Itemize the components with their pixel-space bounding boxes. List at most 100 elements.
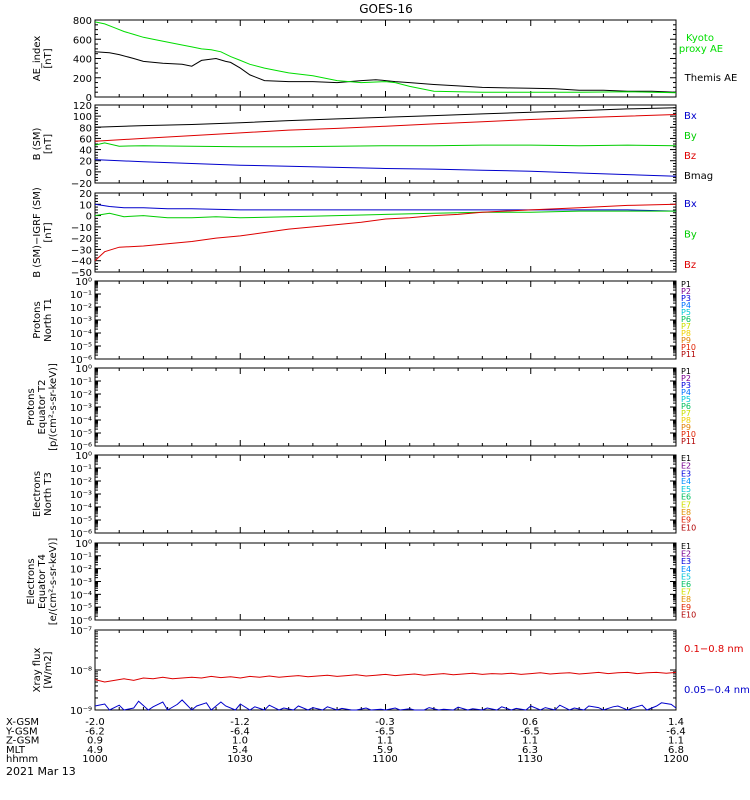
y-tick-label: 10⁰ (75, 277, 92, 288)
y-axis-label: [p/(cm²-s-sr-keV)] (48, 363, 59, 451)
legend-entry: E4 (681, 477, 691, 486)
ephemeris-value: 1.1 (522, 736, 538, 747)
y-tick-label: 10⁻⁷ (70, 626, 92, 637)
panel-frame (94, 104, 677, 184)
y-tick-label: 10⁻⁹ (70, 706, 92, 717)
legend-entry: Bx (684, 111, 697, 122)
legend-entry: Kyoto (686, 33, 714, 44)
y-tick-label: 400 (73, 55, 92, 66)
ephemeris-label: MLT (6, 745, 26, 756)
y-tick-label: −50 (71, 268, 92, 279)
legend-entry: By (684, 131, 697, 142)
ephemeris-label: Y-GSM (5, 726, 38, 737)
ephemeris-value: -0.3 (375, 717, 395, 728)
ephemeris-value: -6.2 (85, 726, 105, 737)
ephemeris-value: 4.9 (87, 745, 103, 756)
y-tick-label: 10⁻³ (70, 490, 92, 501)
legend-entry: Bmag (684, 171, 713, 182)
y-tick-label: 600 (73, 35, 92, 46)
y-tick-label: 10⁻¹ (70, 377, 92, 388)
legend-entry: E2 (681, 550, 691, 559)
series-line-1 (94, 114, 677, 142)
y-axis-label: Protons (32, 301, 43, 338)
legend-entry: Bz (684, 151, 696, 162)
ephemeris-value: -6.5 (520, 726, 540, 737)
y-tick-label: 10 (79, 200, 92, 211)
legend-entry: By (684, 230, 697, 241)
ephemeris-value: -1.2 (230, 717, 250, 728)
legend-entry: P8 (681, 329, 691, 338)
legend-entry: 0.1−0.8 nm (684, 644, 743, 655)
y-tick-label: 60 (79, 134, 92, 145)
panel-frame (94, 542, 677, 621)
y-tick-label: 0 (86, 168, 92, 179)
legend-entry: 0.05−0.4 nm (684, 685, 750, 696)
legend-entry: E7 (681, 500, 691, 509)
legend-entry: E4 (681, 565, 691, 574)
panel-xray: 10⁻⁷ 10⁻⁸ 10⁻⁹ Xray flux [W/m2] 0.1−0.8 nm 0.0… (32, 626, 750, 717)
panel-e_equator: 10⁰ 10⁻¹ 10⁻² 10⁻³10⁻⁴ 10⁻⁵ 10⁻⁶ Electrons Equa… (26, 538, 696, 627)
y-tick-label: 100 (73, 112, 92, 123)
legend-entry: P2 (681, 287, 691, 296)
series-line-0 (94, 203, 677, 212)
legend-entry: P9 (681, 423, 691, 432)
series-line-0 (94, 671, 677, 683)
y-tick-label: 10⁻⁵ (70, 516, 92, 527)
y-tick-label: 800 (73, 16, 92, 27)
legend-entry: E2 (681, 462, 691, 471)
legend-entry: E8 (681, 508, 691, 517)
y-tick-label: 10⁻⁵ (70, 429, 92, 440)
y-tick-label: 10⁻³ (70, 316, 92, 327)
y-axis-label: Electrons (32, 471, 43, 517)
y-tick-label: 10⁻⁵ (70, 342, 92, 353)
y-tick-label: 10⁻² (70, 477, 92, 488)
y-axis-label: [nT] (43, 134, 54, 154)
ephemeris-value: -6.5 (375, 726, 395, 737)
ephemeris-value: 6.8 (668, 745, 684, 756)
ephemeris-value: 6.3 (522, 745, 538, 756)
y-axis-label: [nT] (43, 48, 54, 68)
y-tick-label: 10⁰ (75, 451, 92, 462)
legend-entry: E8 (681, 595, 691, 604)
legend-entry: P5 (681, 308, 691, 317)
legend-entry: E3 (681, 557, 691, 566)
legend-entry: P8 (681, 416, 691, 425)
y-tick-label: 10⁻² (70, 565, 92, 576)
legend-entry: P6 (681, 315, 691, 324)
y-tick-label: 10⁰ (75, 364, 92, 375)
date-label: 2021 Mar 13 (6, 765, 76, 778)
ephemeris-value: 5.4 (232, 745, 248, 756)
legend-entry: E10 (681, 610, 696, 619)
ephemeris-value: -2.0 (85, 717, 105, 728)
y-tick-label: −10 (71, 223, 92, 234)
y-axis-label: Electrons (26, 558, 37, 604)
legend-entry: proxy AE (679, 44, 723, 55)
y-tick-label: 10⁻⁶ (70, 529, 92, 540)
y-axis-label: B (SM)−IGRF (SM) (32, 187, 43, 278)
ephemeris-label: hhmm (6, 754, 38, 765)
legend-entry: Bx (684, 199, 697, 210)
y-axis-label: Xray flux (32, 648, 43, 693)
y-tick-label: 0 (86, 212, 92, 223)
legend-entry: E6 (681, 580, 691, 589)
panel-frame (94, 454, 677, 534)
ephemeris-value: 1.1 (377, 736, 393, 747)
y-axis-label: [nT] (43, 222, 54, 242)
legend-entry: P10 (681, 430, 696, 439)
y-tick-label: 10⁻⁴ (70, 416, 92, 427)
y-tick-label: 10⁻⁶ (70, 616, 92, 627)
ephemeris-value: 0.6 (522, 717, 538, 728)
legend-entry: P7 (681, 322, 691, 331)
y-tick-label: 10⁻⁶ (70, 442, 92, 453)
legend-entry: E10 (681, 523, 696, 532)
y-tick-label: 10⁻³ (70, 578, 92, 589)
series-line-2 (94, 203, 677, 262)
legend-entry: P4 (681, 301, 691, 310)
legend-entry: P5 (681, 395, 691, 404)
y-axis-label: [W/m2] (43, 651, 54, 688)
